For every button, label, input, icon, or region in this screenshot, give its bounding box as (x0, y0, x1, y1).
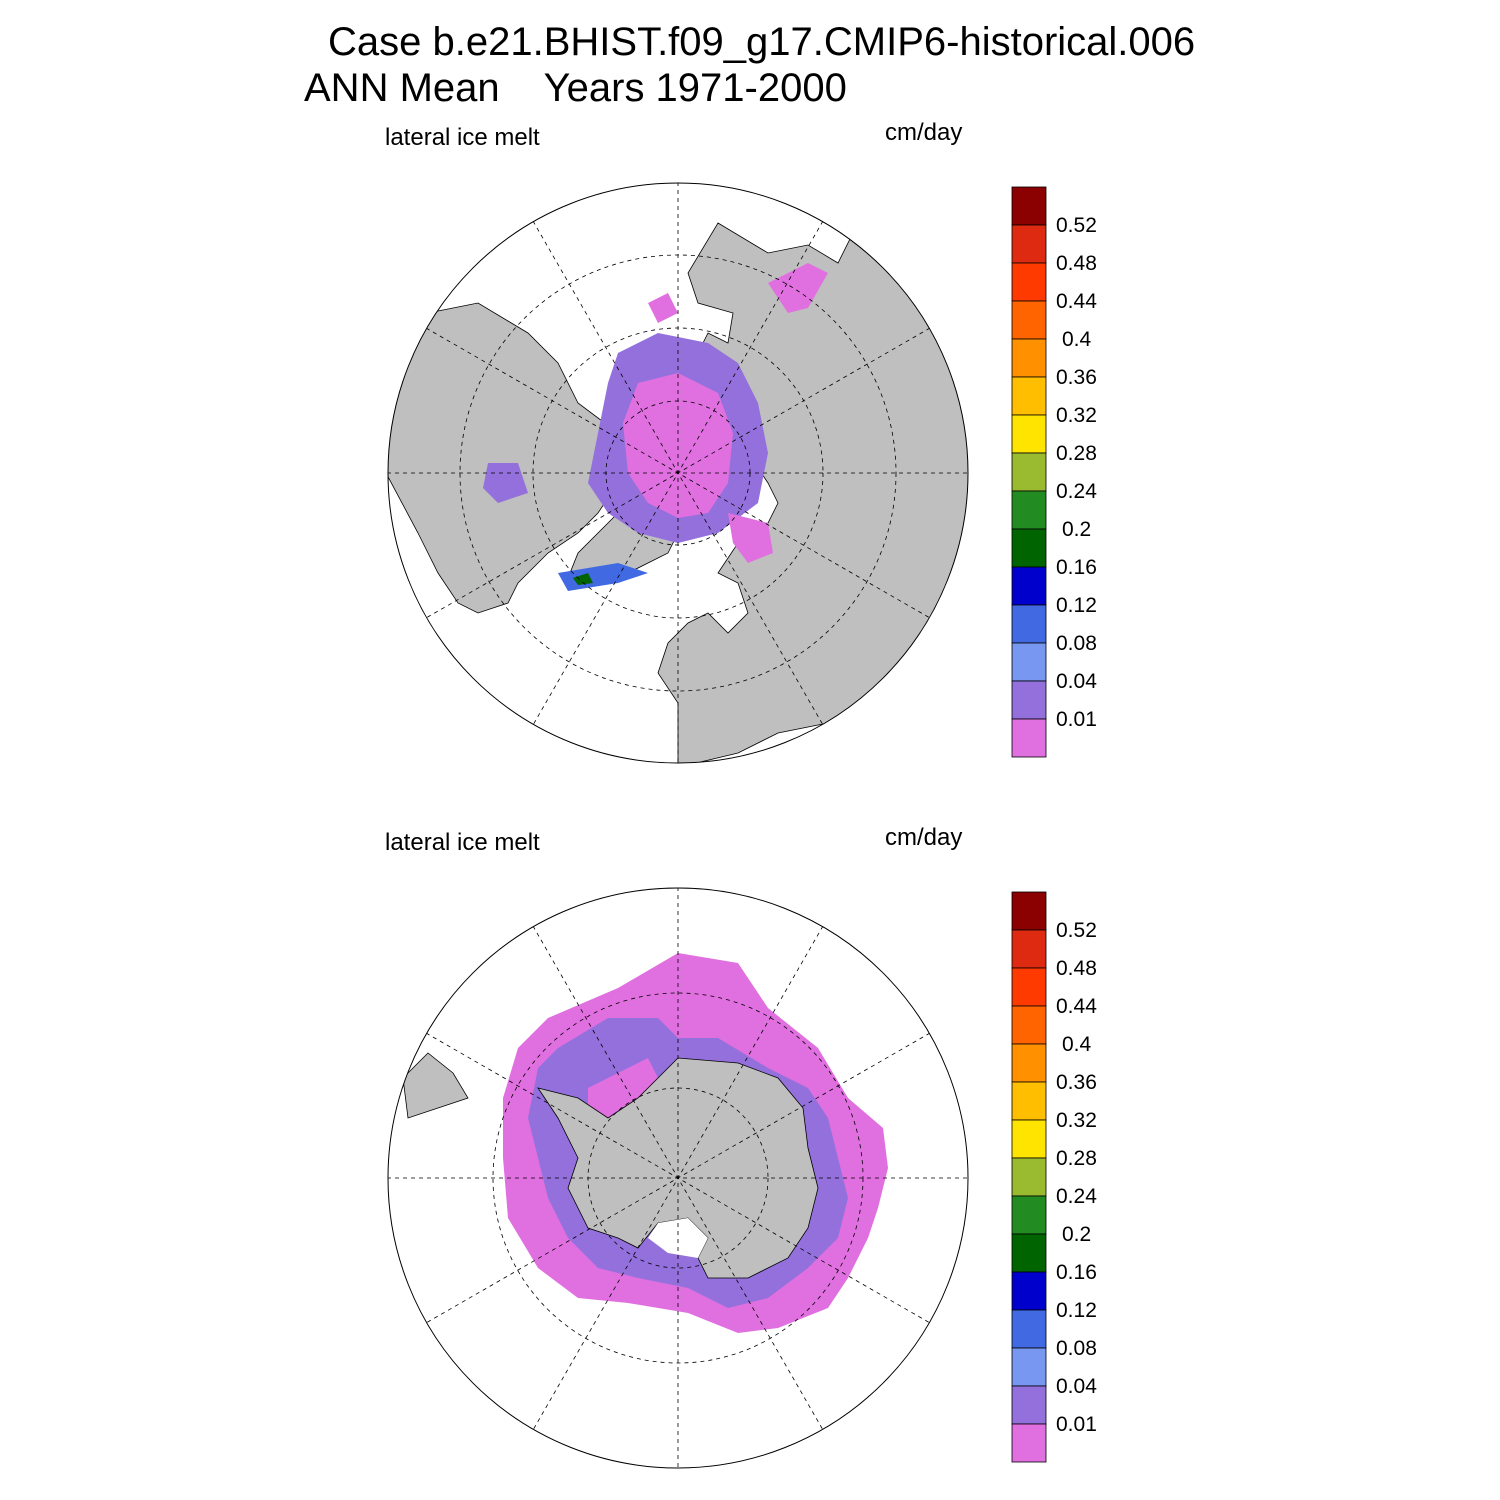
north-colorbar-label: 0.44 (1056, 290, 1097, 313)
north-colorbar-label: 0.32 (1056, 404, 1097, 427)
north-colorbar-label: 0.24 (1056, 480, 1097, 503)
south-colorbar-box (1011, 1043, 1047, 1083)
north-colorbar-label: 0.52 (1056, 214, 1097, 237)
south-colorbar-label: 0.32 (1056, 1109, 1097, 1132)
south-colorbar-label: 0.2 (1062, 1223, 1091, 1246)
south-colorbar-label: 0.44 (1056, 995, 1097, 1018)
north-colorbar-box (1011, 376, 1047, 416)
north-colorbar-label: 0.4 (1062, 328, 1092, 351)
north-units-label: cm/day (885, 119, 963, 146)
south-colorbar-labels: 0.52 0.48 0.44 0.4 0.36 0.32 0.28 0.24 0.2 0.16 0.… (1056, 919, 1097, 1436)
figure-title-period: ANN Mean Years 1971-2000 (304, 66, 847, 111)
south-colorbar-box (1011, 1005, 1047, 1045)
north-colorbar-box (1011, 566, 1047, 606)
north-land-america (388, 302, 659, 614)
north-colorbar-box (1011, 528, 1047, 568)
south-colorbar-boxes (1011, 891, 1047, 1463)
south-colorbar-box (1011, 1423, 1047, 1463)
south-colorbar-label: 0.12 (1056, 1299, 1097, 1322)
figure-title-case: Case b.e21.BHIST.f09_g17.CMIP6-historica… (328, 20, 1196, 64)
south-land-south-america (402, 1052, 469, 1119)
south-colorbar-label: 0.48 (1056, 957, 1097, 980)
south-colorbar-label: 0.52 (1056, 919, 1097, 942)
south-colorbar-box (1011, 967, 1047, 1007)
north-polar-map (387, 182, 969, 764)
south-colorbar-box (1011, 891, 1047, 931)
north-colorbar-label: 0.12 (1056, 594, 1097, 617)
north-colorbar-boxes (1011, 186, 1047, 758)
north-colorbar-label: 0.48 (1056, 252, 1097, 275)
north-colorbar-box (1011, 224, 1047, 264)
north-colorbar-box (1011, 718, 1047, 758)
north-colorbar-box (1011, 452, 1047, 492)
south-colorbar-box (1011, 1385, 1047, 1425)
north-colorbar-label: 0.16 (1056, 556, 1097, 579)
north-colorbar-label: 0.08 (1056, 632, 1097, 655)
south-ross-bay (648, 1218, 708, 1258)
north-colorbar: 0.52 0.48 0.44 0.4 0.36 0.32 0.28 0.24 0.2 0.16 0.… (1011, 186, 1097, 758)
south-units-label: cm/day (885, 824, 963, 851)
south-colorbar-label: 0.16 (1056, 1261, 1097, 1284)
north-colorbar-box (1011, 300, 1047, 340)
south-colorbar-box (1011, 1271, 1047, 1311)
north-colorbar-box (1011, 186, 1047, 226)
years-label: Years 1971-2000 (543, 66, 847, 110)
south-colorbar-label: 0.01 (1056, 1413, 1097, 1436)
north-colorbar-box (1011, 680, 1047, 720)
south-colorbar-label: 0.4 (1062, 1033, 1092, 1056)
period-label: ANN Mean (304, 66, 500, 110)
south-colorbar-label: 0.24 (1056, 1185, 1097, 1208)
north-ice-barents (728, 513, 773, 563)
north-colorbar-label: 0.04 (1056, 670, 1097, 693)
south-polar-map (387, 887, 969, 1469)
south-colorbar-box (1011, 1347, 1047, 1387)
north-colorbar-label: 0.01 (1056, 708, 1097, 731)
south-colorbar: 0.52 0.48 0.44 0.4 0.36 0.32 0.28 0.24 0.2 0.16 0.… (1011, 891, 1097, 1463)
north-ice-bering (648, 293, 678, 323)
north-ice-okhotsk (768, 263, 828, 313)
north-colorbar-box (1011, 262, 1047, 302)
south-colorbar-label: 0.28 (1056, 1147, 1097, 1170)
south-colorbar-label: 0.36 (1056, 1071, 1097, 1094)
north-colorbar-label: 0.2 (1062, 518, 1091, 541)
south-colorbar-box (1011, 1081, 1047, 1121)
south-colorbar-box (1011, 1195, 1047, 1235)
south-colorbar-label: 0.08 (1056, 1337, 1097, 1360)
north-colorbar-box (1011, 642, 1047, 682)
south-colorbar-box (1011, 1233, 1047, 1273)
north-colorbar-box (1011, 490, 1047, 530)
north-colorbar-label: 0.28 (1056, 442, 1097, 465)
north-ice-labrador-dark (573, 573, 593, 585)
south-colorbar-box (1011, 1309, 1047, 1349)
north-colorbar-box (1011, 338, 1047, 378)
north-ice-center (623, 373, 733, 518)
south-colorbar-box (1011, 1119, 1047, 1159)
south-colorbar-label: 0.04 (1056, 1375, 1097, 1398)
south-colorbar-box (1011, 929, 1047, 969)
south-colorbar-box (1011, 1157, 1047, 1197)
north-colorbar-label: 0.36 (1056, 366, 1097, 389)
north-colorbar-box (1011, 604, 1047, 644)
north-colorbar-box (1011, 414, 1047, 454)
north-variable-label: lateral ice melt (385, 124, 540, 151)
south-variable-label: lateral ice melt (385, 829, 540, 856)
north-colorbar-labels: 0.52 0.48 0.44 0.4 0.36 0.32 0.28 0.24 0.2 0.16 0.… (1056, 214, 1097, 731)
